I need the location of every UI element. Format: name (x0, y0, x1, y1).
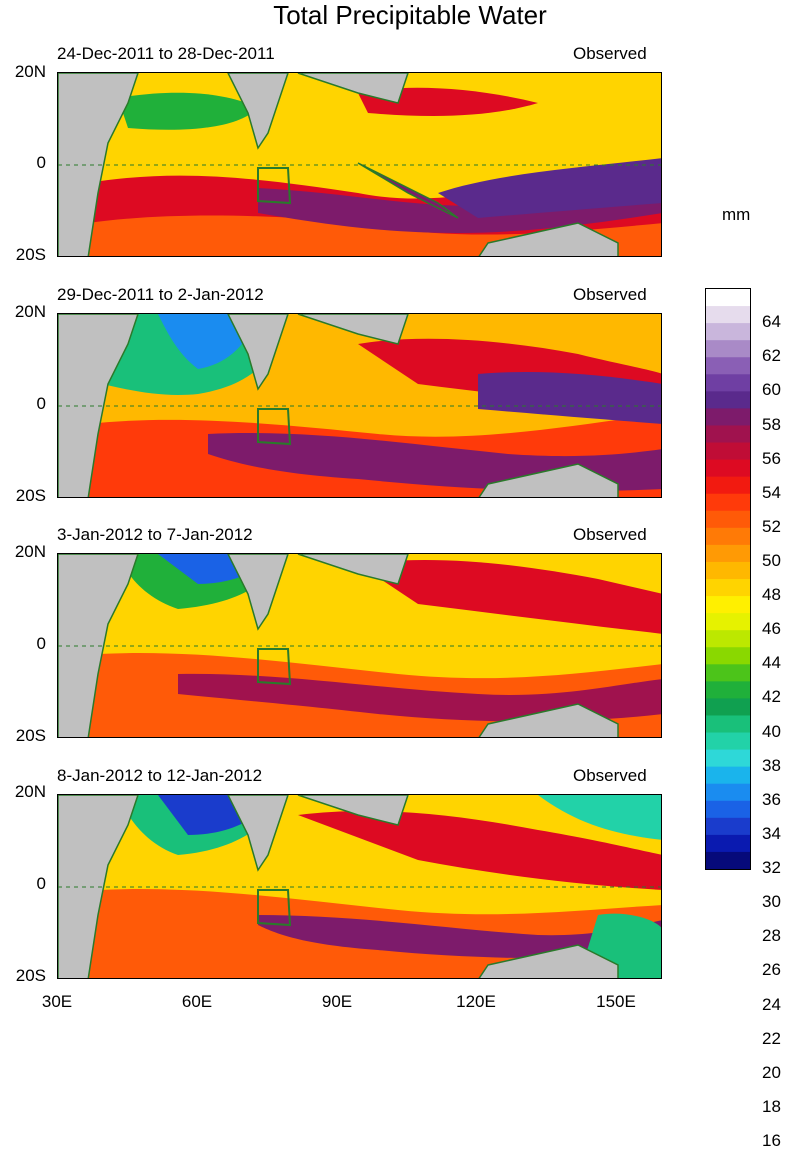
colorbar-tick-label: 28 (762, 926, 781, 946)
colorbar-swatch (706, 613, 750, 631)
panel-3-type: Observed (573, 525, 647, 544)
panel-2-lat-20s: 20S (15, 486, 46, 505)
colorbar-swatch (706, 442, 750, 461)
colorbar-swatch (706, 664, 750, 682)
panel-3-lat-0: 0 (36, 634, 46, 653)
colorbar-swatch (706, 698, 750, 716)
colorbar-swatch (706, 391, 750, 409)
colorbar-swatch (706, 732, 750, 751)
colorbar-swatch (706, 527, 750, 546)
panel-3-lat-20n: 20N (14, 542, 46, 561)
colorbar-tick-label: 30 (762, 892, 781, 912)
lon-label-150e: 150E (596, 992, 636, 1011)
colorbar-tick-label: 16 (762, 1130, 781, 1150)
colorbar-tick-label: 32 (762, 858, 781, 877)
panel-4-date-range: 8-Jan-2012 to 12-Jan-2012 (57, 766, 263, 785)
lon-label-120e: 120E (456, 992, 496, 1011)
colorbar-swatch (706, 579, 750, 597)
colorbar-tick-label: 38 (762, 755, 781, 775)
lon-label-90e: 90E (321, 992, 353, 1011)
colorbar-swatch (706, 561, 750, 580)
colorbar-swatch (706, 783, 750, 802)
colorbar-swatch (706, 306, 750, 324)
colorbar-tick-label: 50 (762, 550, 781, 570)
colorbar-tick-label: 20 (762, 1062, 781, 1082)
panel-3-lat-20s: 20S (15, 726, 46, 745)
colorbar-tick-label: 48 (762, 585, 781, 605)
colorbar-tick-label: 42 (762, 687, 781, 707)
colorbar-swatch (706, 323, 750, 341)
panel-4-lat-20s: 20S (15, 966, 46, 985)
panel-4-lat-0: 0 (36, 874, 46, 893)
colorbar-swatch (706, 357, 750, 375)
colorbar-tick-label: 64 (762, 312, 781, 332)
colorbar-swatch (706, 340, 750, 358)
colorbar (705, 288, 751, 870)
colorbar-tick-label: 54 (762, 482, 781, 502)
colorbar-swatch (706, 800, 750, 819)
chart-title: Total Precipitable Water (273, 0, 547, 30)
colorbar-swatch (706, 766, 750, 785)
panel-4-map (57, 794, 662, 979)
panel-2-lat-20n: 20N (14, 302, 46, 321)
panel-1-lat-0: 0 (36, 153, 46, 172)
colorbar-swatches (706, 289, 750, 869)
colorbar-tick-label: 26 (762, 960, 781, 980)
colorbar-tick-label: 58 (762, 414, 781, 434)
colorbar-tick-label: 60 (762, 380, 781, 400)
colorbar-tick-label: 62 (762, 346, 781, 366)
colorbar-tick-label: 40 (762, 721, 781, 741)
panel-1-type: Observed (573, 44, 647, 63)
panel-3-map (57, 553, 662, 738)
colorbar-tick-label: 18 (762, 1096, 781, 1116)
panel-2-type: Observed (573, 285, 647, 304)
colorbar-tick-label: 56 (762, 448, 781, 468)
colorbar-swatch (706, 510, 750, 529)
colorbar-swatch (706, 596, 750, 614)
lon-label-60e: 60E (181, 992, 213, 1011)
colorbar-tick-label: 52 (762, 516, 781, 536)
colorbar-swatch (706, 544, 750, 563)
colorbar-swatch (706, 459, 750, 478)
colorbar-swatch (706, 817, 750, 836)
colorbar-tick-label: 36 (762, 789, 781, 809)
panel-2-map (57, 313, 662, 498)
colorbar-swatch (706, 834, 750, 853)
panel-1-lat-20n: 20N (14, 62, 46, 81)
colorbar-units: mm (722, 205, 751, 224)
panel-2-date-range: 29-Dec-2011 to 2-Jan-2012 (57, 285, 264, 304)
panel-4-type: Observed (573, 766, 647, 785)
panel-1-map (57, 72, 662, 257)
colorbar-swatch (706, 851, 750, 869)
colorbar-swatch (706, 374, 750, 392)
colorbar-swatch (706, 749, 750, 768)
panel-2-lat-0: 0 (36, 394, 46, 413)
colorbar-swatch (706, 289, 750, 307)
colorbar-swatch (706, 425, 750, 444)
colorbar-swatch (706, 715, 750, 734)
colorbar-swatch (706, 408, 750, 426)
colorbar-tick-label: 24 (762, 994, 781, 1014)
panel-3-date-range: 3-Jan-2012 to 7-Jan-2012 (57, 525, 253, 544)
colorbar-tick-label: 46 (762, 619, 781, 639)
panel-1-lat-20s: 20S (15, 245, 46, 264)
colorbar-tick-label: 34 (762, 823, 781, 843)
colorbar-swatch (706, 493, 750, 512)
colorbar-tick-label: 22 (762, 1028, 781, 1048)
colorbar-swatch (706, 647, 750, 665)
colorbar-swatch (706, 630, 750, 648)
colorbar-tick-label: 44 (762, 653, 781, 673)
colorbar-swatch (706, 681, 750, 699)
panel-4-lat-20n: 20N (14, 782, 46, 801)
colorbar-swatch (706, 476, 750, 495)
panel-1-date-range: 24-Dec-2011 to 28-Dec-2011 (57, 44, 275, 63)
lon-label-30e: 30E (41, 992, 73, 1011)
